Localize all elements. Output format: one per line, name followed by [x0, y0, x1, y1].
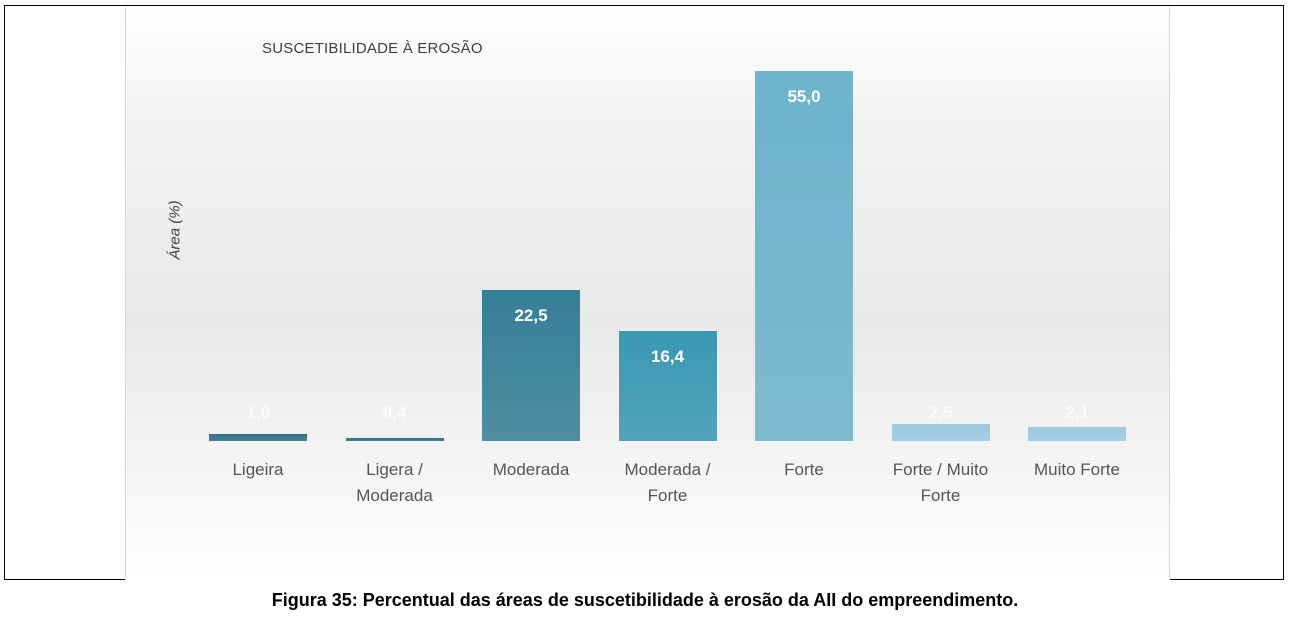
value-label: 0,4	[382, 403, 407, 422]
y-axis-label: Área (%)	[166, 200, 184, 260]
x-tick-label: Moderada	[492, 460, 570, 479]
x-tick-label: Ligera / Moderada	[356, 460, 433, 505]
value-label: 55,0	[787, 87, 821, 106]
chart-title: SUSCETIBILIDADE À EROSÃO	[262, 40, 483, 57]
bar	[755, 71, 853, 441]
bar	[891, 424, 990, 441]
bar	[1028, 426, 1126, 441]
value-label: 2,5	[928, 403, 953, 422]
x-tick-label: Ligeira	[232, 460, 284, 479]
bar	[618, 330, 717, 441]
value-label: 1,0	[246, 403, 270, 422]
bar	[345, 438, 444, 441]
chart-area	[125, 6, 1170, 580]
bar	[482, 289, 580, 441]
x-tick-label: Muito Forte	[1034, 460, 1120, 479]
x-tick-label: Forte	[784, 460, 824, 479]
caption: Figura 35: Percentual das áreas de susce…	[271, 590, 1019, 610]
value-label: 2,1	[1065, 403, 1089, 422]
x-tick-label: Forte / Muito Forte	[892, 460, 989, 505]
value-label: 16,4	[650, 346, 685, 366]
x-tick-label: Moderada / Forte	[624, 460, 711, 505]
value-label: 22,5	[514, 305, 548, 325]
bar	[209, 434, 307, 441]
